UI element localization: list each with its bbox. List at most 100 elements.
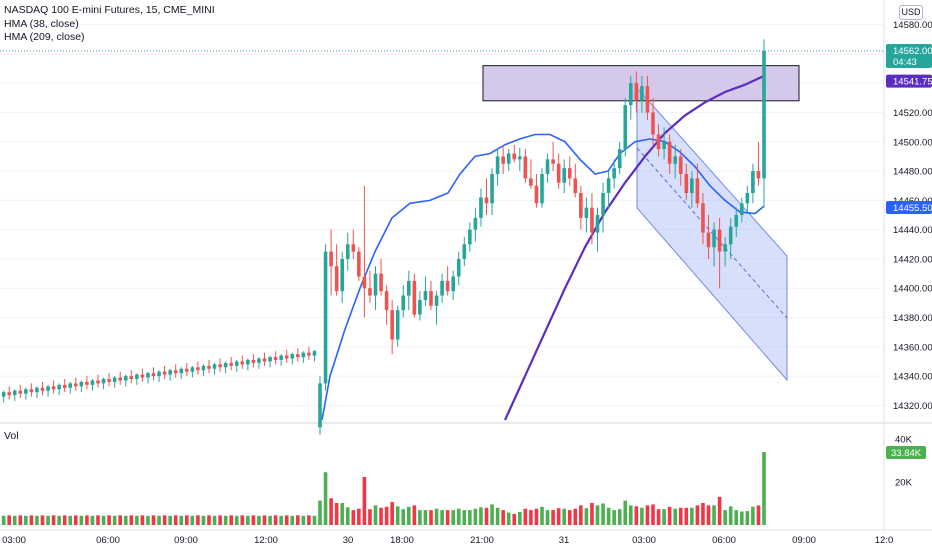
candle[interactable] <box>123 374 128 387</box>
volume-bar[interactable] <box>112 515 117 525</box>
volume-bar[interactable] <box>545 510 550 525</box>
volume-bar[interactable] <box>418 510 422 525</box>
hma-38-legend[interactable]: HMA (38, close) <box>4 17 79 30</box>
candle[interactable] <box>495 149 500 186</box>
candle[interactable] <box>756 141 761 186</box>
volume-bar[interactable] <box>651 504 655 525</box>
candle[interactable] <box>445 266 450 296</box>
volume-bar[interactable] <box>678 507 683 525</box>
candle[interactable] <box>340 251 344 303</box>
candle[interactable] <box>429 280 433 311</box>
volume-bar[interactable] <box>512 513 517 525</box>
candle[interactable] <box>418 291 422 321</box>
volume-bar[interactable] <box>645 505 650 525</box>
candle[interactable] <box>362 185 367 318</box>
volume-bar[interactable] <box>62 515 67 525</box>
volume-bar[interactable] <box>173 515 178 525</box>
candle[interactable] <box>240 355 245 369</box>
volume-bar[interactable] <box>601 503 605 525</box>
volume-bar[interactable] <box>51 515 56 525</box>
candle[interactable] <box>473 207 478 242</box>
candle[interactable] <box>257 357 261 369</box>
candle[interactable] <box>573 163 578 198</box>
candle[interactable] <box>379 258 383 296</box>
volume-bar[interactable] <box>40 515 45 525</box>
volume-bar[interactable] <box>257 515 261 525</box>
volume-bar[interactable] <box>196 515 200 525</box>
candle[interactable] <box>35 386 39 399</box>
candle[interactable] <box>401 285 406 318</box>
volume-bar[interactable] <box>728 506 733 525</box>
volume-bar[interactable] <box>307 515 311 525</box>
candle[interactable] <box>218 358 222 372</box>
candle[interactable] <box>168 368 172 381</box>
hma-209-price-label[interactable]: 14541.75 <box>886 74 932 88</box>
candle[interactable] <box>196 361 200 375</box>
candle[interactable] <box>462 236 467 267</box>
volume-bar[interactable] <box>323 472 328 525</box>
volume-bar[interactable] <box>57 515 61 525</box>
volume-bar[interactable] <box>123 515 128 525</box>
candle[interactable] <box>678 149 683 186</box>
candle[interactable] <box>1 390 6 403</box>
volume-bar[interactable] <box>479 507 483 525</box>
candle[interactable] <box>501 144 505 174</box>
candle[interactable] <box>384 285 389 325</box>
candle[interactable] <box>179 367 184 379</box>
volume-bar[interactable] <box>484 507 489 525</box>
candle[interactable] <box>695 163 700 208</box>
volume-bar[interactable] <box>590 503 594 525</box>
volume-bar[interactable] <box>234 515 239 525</box>
candle[interactable] <box>612 159 616 189</box>
volume-bar[interactable] <box>96 515 100 525</box>
volume-bar[interactable] <box>18 515 23 525</box>
candle[interactable] <box>18 384 23 399</box>
candle[interactable] <box>223 361 228 374</box>
candle[interactable] <box>634 71 639 113</box>
volume-bar[interactable] <box>429 510 433 525</box>
volume-bar[interactable] <box>662 509 666 525</box>
symbol-title[interactable]: NASDAQ 100 E-mini Futures, 15, CME_MINI <box>4 4 215 16</box>
volume-bar[interactable] <box>745 511 750 525</box>
volume-bar[interactable] <box>640 507 644 525</box>
volume-bar[interactable] <box>440 510 444 525</box>
candle[interactable] <box>318 376 322 435</box>
volume-bar[interactable] <box>218 515 222 525</box>
volume-bar[interactable] <box>334 503 339 525</box>
volume-bar[interactable] <box>279 515 283 525</box>
candle[interactable] <box>579 185 583 230</box>
candle[interactable] <box>173 364 178 378</box>
volume-bar[interactable] <box>129 515 134 525</box>
volume-bar[interactable] <box>301 515 306 525</box>
volume-bar[interactable] <box>723 510 727 525</box>
volume-bar[interactable] <box>706 505 711 525</box>
candle[interactable] <box>651 97 655 145</box>
volume-bar[interactable] <box>740 511 744 525</box>
candle[interactable] <box>523 149 528 183</box>
candle[interactable] <box>390 299 394 355</box>
candle[interactable] <box>601 182 605 233</box>
volume-bar[interactable] <box>612 510 616 525</box>
candle[interactable] <box>140 368 145 382</box>
currency-badge[interactable]: USD <box>899 5 923 20</box>
candle[interactable] <box>151 367 156 381</box>
volume-bar[interactable] <box>35 515 39 525</box>
candle[interactable] <box>62 379 67 393</box>
candle[interactable] <box>684 163 689 201</box>
volume-bar[interactable] <box>296 515 300 525</box>
volume-bar[interactable] <box>390 502 394 525</box>
candle[interactable] <box>623 97 628 157</box>
volume-bar[interactable] <box>7 515 11 525</box>
candle[interactable] <box>74 377 78 391</box>
volume-bar[interactable] <box>318 500 322 525</box>
volume-bar[interactable] <box>562 508 566 525</box>
volume-bar[interactable] <box>290 515 295 525</box>
volume-bar[interactable] <box>529 510 533 525</box>
candle[interactable] <box>135 373 139 385</box>
candle[interactable] <box>323 244 328 391</box>
volume-bar[interactable] <box>534 508 539 525</box>
candle[interactable] <box>434 291 439 325</box>
candle[interactable] <box>7 386 11 400</box>
volume-bar[interactable] <box>623 500 628 525</box>
